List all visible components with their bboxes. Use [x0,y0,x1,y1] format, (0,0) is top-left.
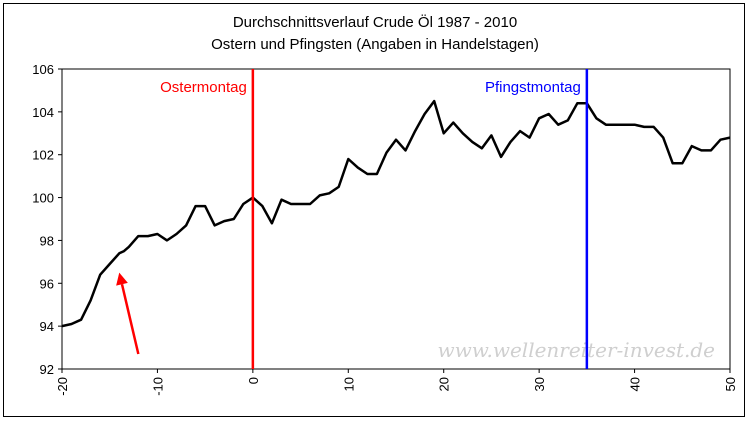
x-tick-label: 20 [437,377,452,391]
y-axis: 92 94 96 98 100 102 104 106 [32,62,62,377]
series-layer [61,99,731,328]
y-tick-label: 96 [40,276,54,291]
chart-subtitle: Ostern und Pfingsten (Angaben in Handels… [211,36,539,53]
x-tick-label: 0 [246,377,261,384]
x-tick-label: 30 [532,377,547,391]
annotation-layer: Ostermontag Pfingstmontag [116,69,589,369]
chart-title: Durchschnittsverlauf Crude Öl 1987 - 201… [232,14,518,31]
x-tick-label: 40 [628,377,643,391]
series-line-0 [61,99,731,328]
x-tick-label: -10 [150,377,165,396]
y-tick-label: 104 [32,105,54,120]
y-tick-label: 94 [40,319,54,334]
annotation-label-pfingstmontag: Pfingstmontag [485,79,581,96]
annotation-arrow [116,272,140,355]
arrow-shaft [120,283,140,355]
y-tick-label: 100 [32,191,54,206]
x-tick-label: 10 [341,377,356,391]
x-tick-label: 50 [723,377,738,391]
y-tick-label: 98 [40,233,54,248]
plot-area [61,68,731,370]
y-tick-label: 102 [32,148,54,163]
x-tick-label: -20 [55,377,70,396]
annotation-label-ostermontag: Ostermontag [160,79,247,96]
y-tick-label: 106 [32,62,54,77]
arrow-head [116,272,128,286]
watermark-text: www.wellenreiter-invest.de [438,338,716,362]
x-axis: -20 -10 0 10 20 30 40 50 [55,369,738,396]
y-tick-label: 92 [40,362,54,377]
